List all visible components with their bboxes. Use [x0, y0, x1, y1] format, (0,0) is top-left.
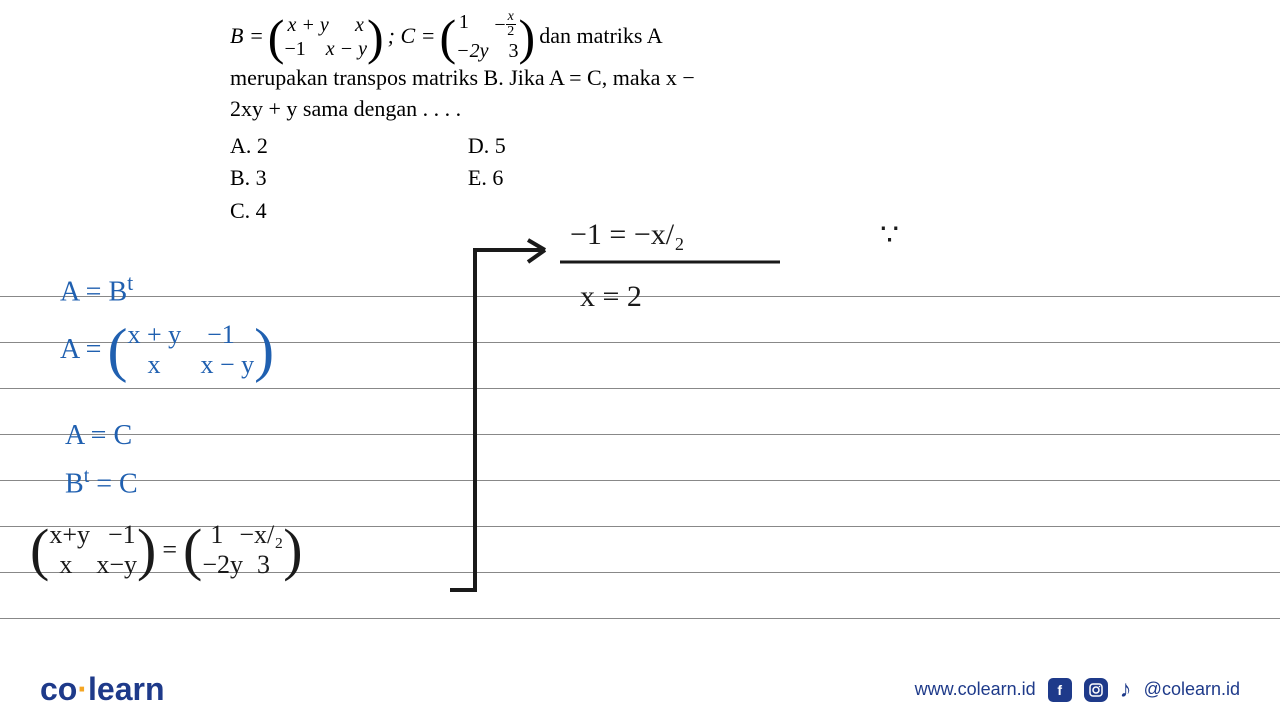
facebook-icon: f	[1048, 678, 1072, 702]
matrix-C: ( 1 − x2 −2y3 )	[440, 10, 536, 63]
footer-handle: @colearn.id	[1144, 679, 1240, 700]
option-a: A. 2	[230, 131, 268, 162]
hw-blue-3: A = C	[65, 420, 132, 452]
footer-url: www.colearn.id	[915, 679, 1036, 700]
answer-options: A. 2 B. 3 C. 4 D. 5 E. 6	[230, 131, 980, 227]
hw-black-dot: ∵	[880, 218, 899, 253]
problem-line2: merupakan transpos matriks B. Jika A = C…	[230, 63, 980, 94]
hw-black-eq1: −1 = −x/₂	[570, 218, 685, 252]
option-b: B. 3	[230, 163, 268, 194]
footer: co·learn www.colearn.id f ♪ @colearn.id	[0, 671, 1280, 708]
footer-right: www.colearn.id f ♪ @colearn.id	[915, 676, 1240, 704]
hw-blue-4: Bt = C	[65, 465, 138, 500]
tiktok-icon: ♪	[1120, 676, 1132, 704]
problem-line3: 2xy + y sama dengan . . . .	[230, 94, 980, 125]
hw-blue-1: A = Bt	[60, 270, 133, 308]
instagram-icon	[1084, 678, 1108, 702]
problem-text: B = ( x + yx −1x − y ) ; C = ( 1 − x2 −2…	[230, 10, 980, 227]
logo: co·learn	[40, 671, 164, 708]
problem-line1: B = ( x + yx −1x − y ) ; C = ( 1 − x2 −2…	[230, 10, 980, 63]
matrix-B: ( x + yx −1x − y )	[268, 12, 384, 62]
option-c: C. 4	[230, 196, 268, 227]
C-equals: ; C =	[388, 21, 436, 52]
option-d: D. 5	[468, 131, 506, 162]
suffix-text: dan matriks A	[539, 21, 662, 52]
hw-black-eq2: x = 2	[580, 280, 642, 314]
B-equals: B =	[230, 21, 264, 52]
hw-blue-2: A = ( x + y−1 xx − y )	[60, 320, 274, 380]
hw-black-matrices: ( x+y−1 xx−y ) = ( 1−x/₂ −2y3 )	[30, 520, 303, 580]
option-e: E. 6	[468, 163, 506, 194]
